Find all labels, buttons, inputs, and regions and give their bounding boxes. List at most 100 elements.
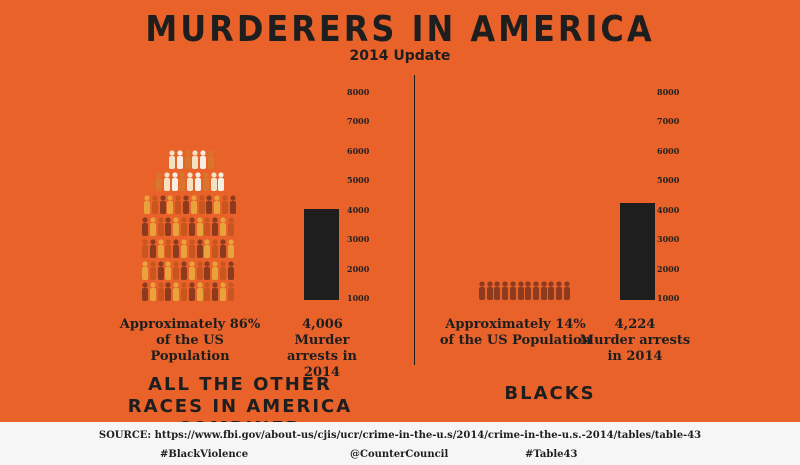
source-citation: SOURCE: https://www.fbi.gov/about-us/cji… [98,430,702,441]
person-icon [169,150,175,169]
person-icon [142,239,148,258]
person-icon [220,239,226,258]
person-icon [157,261,164,280]
y-right-tick-8000: 8000 [657,86,680,97]
value-label-right: 4,224 [614,317,656,332]
person-icon [200,150,207,169]
person-icon [494,281,501,300]
y-axis-left: 1000 2000 3000 4000 5000 6000 7000 8000 [347,0,387,465]
person-icon [157,217,164,236]
footer: SOURCE: https://www.fbi.gov/about-us/cji… [0,422,800,465]
bar-label-right: Murder arrests in 2014 [579,333,691,364]
person-icon [548,281,555,300]
person-icon [202,172,209,191]
person-icon [212,282,219,301]
person-icon [204,239,211,258]
y-right-tick-3000: 3000 [657,234,680,244]
bar-label-left: Murder arrests in 2014 [287,333,357,380]
bar-left [304,209,339,300]
person-icon [227,239,234,258]
person-icon [176,150,183,169]
person-icon [212,261,219,280]
person-icon [167,195,174,214]
person-icon [142,282,148,301]
person-icon [229,195,236,214]
chart-subtitle: 2014 Update [349,48,451,64]
person-icon [563,281,570,300]
hashtag-table43: #Table43 [525,449,578,460]
person-icon [220,217,226,236]
person-icon [149,261,156,280]
y-left-tick-4000: 4000 [347,204,370,215]
hashtag-blackviolence: #BlackViolence [160,449,249,460]
person-icon [149,282,156,301]
group-label-right: BLACKS [504,383,596,404]
panel-divider [414,75,415,365]
person-icon [144,195,150,214]
person-icon [479,281,485,300]
person-icon [173,217,180,236]
person-icon [163,172,170,191]
person-icon [509,281,516,300]
chart-title: MURDERERS IN AMERICA [145,8,655,50]
person-icon [195,172,201,191]
person-icon [220,282,226,301]
person-icon [204,217,211,236]
person-icon [179,172,186,191]
person-icon [173,282,180,301]
person-icon [208,150,214,169]
person-icon [165,282,172,301]
person-icon [157,239,164,258]
person-icon [220,261,226,280]
person-icon [149,217,156,236]
person-icon [151,195,158,214]
person-icon [196,261,203,280]
person-icon [196,217,203,236]
handle-countercouncil: @CounterCouncil [350,449,449,460]
y-left-tick-8000: 8000 [347,86,370,97]
y-left-tick-1000: 1000 [347,293,370,303]
person-icon [218,172,225,191]
population-caption-left: Approximately 86% of the US Population [119,317,261,364]
person-icon [165,239,172,258]
person-icon [181,217,187,236]
person-icon [188,239,195,258]
y-left-tick-3000: 3000 [347,234,370,244]
y-right-tick-2000: 2000 [657,263,680,274]
y-left-tick-6000: 6000 [347,145,370,156]
value-label-left: 4,006 [302,317,343,332]
person-icon [173,261,180,280]
person-icon [525,281,532,300]
y-left-tick-5000: 5000 [347,175,370,185]
person-icon [227,282,234,301]
person-icon [187,172,194,191]
person-icon [227,261,234,280]
person-icon [173,239,180,258]
person-icon [156,172,162,191]
y-right-tick-1000: 1000 [657,293,680,303]
person-icon [227,217,234,236]
person-icon [165,217,172,236]
person-icon [165,261,172,280]
person-icon [190,195,197,214]
person-icon [212,239,219,258]
person-icon [196,282,203,301]
y-right-tick-6000: 6000 [657,145,680,156]
person-icon [175,195,182,214]
person-icon [181,239,187,258]
y-right-tick-7000: 7000 [657,116,680,126]
y-right-tick-4000: 4000 [657,204,680,215]
population-caption-right: Approximately 14% of the US Population [439,317,592,348]
bar-right [620,202,655,300]
person-icon [214,195,221,214]
y-left-tick-7000: 7000 [347,116,370,126]
person-icon [540,281,547,300]
person-icon [181,261,187,280]
person-icon [212,217,219,236]
person-icon [198,195,205,214]
person-icon [222,195,228,214]
person-icon [149,239,156,258]
person-icon [502,281,509,300]
person-icon [159,195,166,214]
